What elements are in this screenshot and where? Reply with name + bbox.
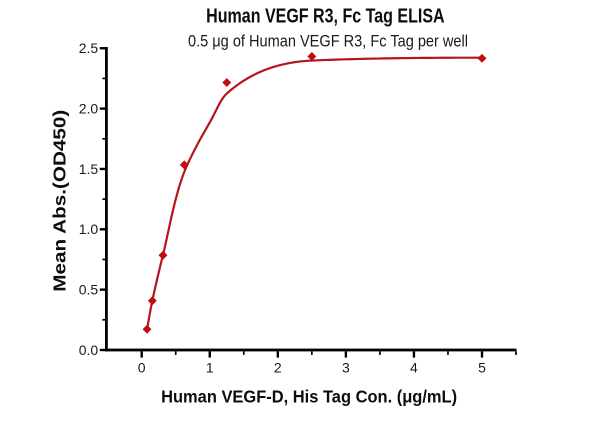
svg-text:2.5: 2.5: [79, 40, 99, 56]
svg-text:Human VEGF-D, His Tag Con. (μg: Human VEGF-D, His Tag Con. (μg/mL): [161, 387, 457, 407]
svg-text:0.5: 0.5: [79, 282, 99, 298]
svg-text:4: 4: [410, 359, 418, 375]
svg-text:1.5: 1.5: [79, 161, 99, 177]
svg-text:2: 2: [274, 359, 282, 375]
svg-text:5: 5: [478, 359, 486, 375]
svg-text:0.5 μg of Human VEGF R3, Fc Ta: 0.5 μg of Human VEGF R3, Fc Tag per well: [188, 31, 468, 50]
svg-text:0: 0: [138, 359, 146, 375]
svg-text:1.0: 1.0: [79, 221, 99, 237]
svg-text:Human VEGF R3, Fc Tag ELISA: Human VEGF R3, Fc Tag ELISA: [206, 6, 445, 28]
svg-text:2.0: 2.0: [79, 101, 99, 117]
svg-text:1: 1: [206, 359, 214, 375]
svg-text:0.0: 0.0: [79, 342, 99, 358]
svg-text:Mean Abs.(OD450): Mean Abs.(OD450): [50, 110, 70, 292]
svg-text:3: 3: [342, 359, 350, 375]
